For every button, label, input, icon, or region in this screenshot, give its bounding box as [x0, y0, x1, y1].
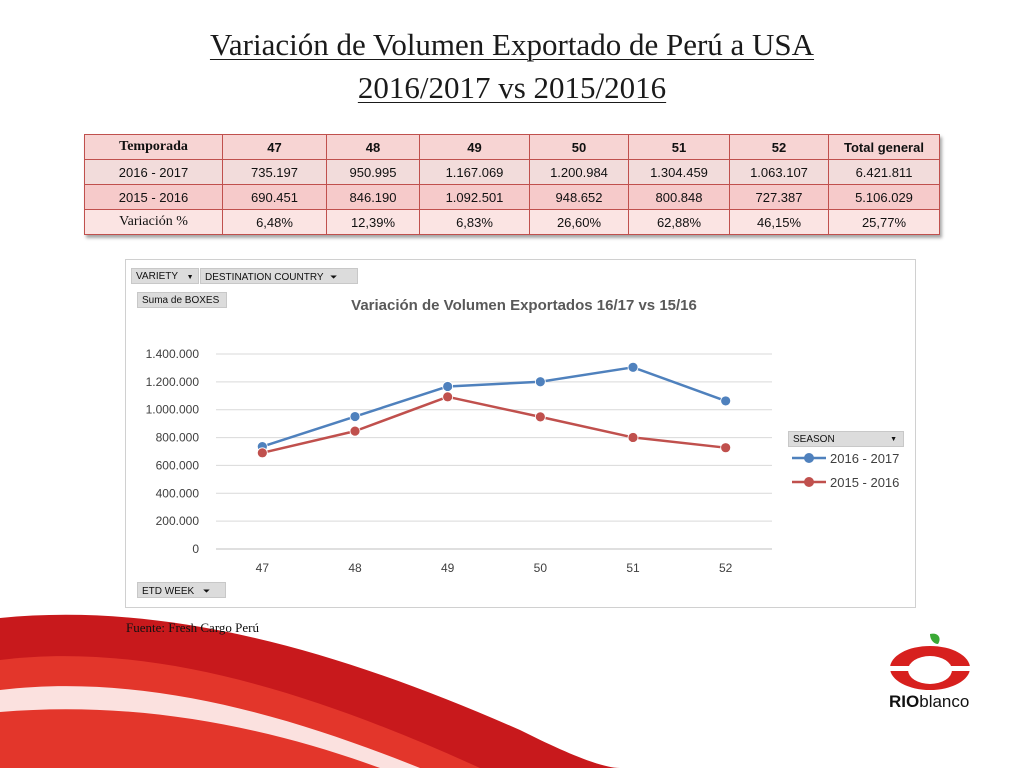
table-header-cell: 49 [419, 134, 530, 160]
series-line-2 [262, 395, 726, 455]
legend-label: 2015 - 2016 [830, 475, 899, 490]
chart-title: Variación de Volumen Exportados 16/17 vs… [351, 297, 697, 314]
table-cell: 6,83% [419, 209, 530, 235]
table-cell: 800.848 [628, 184, 730, 210]
sum-field-button[interactable]: Suma de BOXES [137, 292, 227, 308]
source-footnote: Fuente: Fresh Cargo Perú [126, 620, 259, 635]
variety-filter-label: VARIETY [136, 271, 178, 282]
table-row: Variación % 6,48% 12,39% 6,83% 26,60% 62… [84, 209, 940, 235]
data-point [442, 391, 454, 403]
x-tick-label: 47 [256, 561, 270, 575]
table-cell: 1.304.459 [628, 159, 730, 185]
x-axis-ticks: 47 48 49 50 51 52 [256, 561, 733, 575]
slide-title-line1: Variación de Volumen Exportado de Perú a… [209, 27, 815, 62]
chart-grid [216, 353, 772, 550]
table-cell: 46,15% [729, 209, 829, 235]
legend-label: 2016 - 2017 [830, 451, 899, 466]
table-header-cell: 52 [729, 134, 829, 160]
table-cell: 6.421.811 [828, 159, 940, 185]
table-cell: 1.063.107 [729, 159, 829, 185]
destination-filter-label: DESTINATION COUNTRY [205, 272, 324, 283]
table-cell: 62,88% [628, 209, 730, 235]
table-header-cell: 48 [326, 134, 420, 160]
y-tick-label: 800.000 [156, 431, 200, 445]
table-cell: 727.387 [729, 184, 829, 210]
variety-filter-button[interactable]: VARIETY ▼ [131, 268, 199, 284]
line-chart-svg: Variación de Volumen Exportados 16/17 vs… [146, 297, 900, 575]
y-tick-label: 600.000 [156, 458, 200, 472]
data-point [349, 425, 361, 437]
table-cell: 1.200.984 [529, 159, 629, 185]
series-line-1 [261, 366, 727, 448]
data-point [534, 411, 546, 423]
legend-marker [804, 453, 814, 463]
data-point [442, 381, 454, 392]
table-cell: 1.092.501 [419, 184, 530, 210]
x-tick-label: 49 [441, 561, 455, 575]
etd-week-label: ETD WEEK [142, 586, 195, 597]
table-header-cell: 51 [628, 134, 730, 160]
y-tick-label: 1.000.000 [146, 403, 200, 417]
chart-series [256, 361, 732, 459]
table-cell: 1.167.069 [419, 159, 530, 185]
swoosh-white-band [0, 686, 420, 768]
table-cell: 5.106.029 [828, 184, 940, 210]
table-cell: 12,39% [326, 209, 420, 235]
sum-field-label: Suma de BOXES [142, 295, 220, 306]
legend-marker [804, 477, 814, 487]
dropdown-arrow-icon: ▼ [186, 274, 194, 281]
table-cell: 2016 - 2017 [84, 159, 223, 185]
table-cell: 2015 - 2016 [84, 184, 223, 210]
table-header-cell: 47 [222, 134, 327, 160]
logo-text-bold: RIO [889, 692, 920, 711]
table-cell: 6,48% [222, 209, 327, 235]
logo-text-rest: blanco [919, 692, 970, 711]
destination-filter-button[interactable]: DESTINATION COUNTRY ⏷ [200, 268, 358, 284]
data-point [256, 447, 268, 459]
x-tick-label: 50 [534, 561, 548, 575]
table-cell: 846.190 [326, 184, 420, 210]
y-tick-label: 200.000 [156, 514, 200, 528]
rioblanco-logo-icon [886, 633, 976, 690]
dropdown-arrow-icon: ▼ [890, 436, 897, 443]
data-point [534, 376, 546, 388]
filter-funnel-icon: ⏷ [330, 272, 338, 282]
rioblanco-logo-text: RIOblanco [889, 692, 969, 712]
data-point [349, 411, 361, 422]
y-tick-label: 0 [192, 542, 199, 556]
table-header-cell: Total general [828, 134, 940, 160]
y-tick-label: 1.200.000 [146, 375, 200, 389]
table-cell: 26,60% [529, 209, 629, 235]
data-point [720, 395, 732, 407]
table-row: 2015 - 2016 690.451 846.190 1.092.501 94… [84, 184, 940, 210]
table-header-cell: Temporada [84, 134, 223, 160]
y-tick-label: 400.000 [156, 486, 200, 500]
season-filter-label: SEASON [793, 434, 835, 445]
table-cell: 690.451 [222, 184, 327, 210]
season-filter-button[interactable]: SEASON ▼ [788, 431, 904, 447]
chart-legend: 2016 - 2017 2015 - 2016 [792, 451, 899, 490]
x-tick-label: 48 [348, 561, 362, 575]
table-cell: 735.197 [222, 159, 327, 185]
table-row: 2016 - 2017 735.197 950.995 1.167.069 1.… [84, 159, 940, 185]
data-point [627, 432, 639, 443]
slide-title-line2: 2016/2017 vs 2015/2016 [357, 70, 667, 105]
etd-week-filter-button[interactable]: ETD WEEK ⏷ [137, 582, 226, 598]
y-axis-ticks: 0 200.000 400.000 600.000 800.000 1.000.000 1.… [146, 347, 200, 556]
data-point [720, 442, 732, 454]
y-tick-label: 1.400.000 [146, 347, 200, 361]
summary-table: Temporada 47 48 49 50 51 52 Total genera… [84, 134, 940, 235]
pivot-chart: VARIETY ▼ DESTINATION COUNTRY ⏷ Suma de … [125, 259, 916, 608]
x-tick-label: 52 [719, 561, 733, 575]
table-cell: Variación % [84, 209, 223, 235]
table-header-row: Temporada 47 48 49 50 51 52 Total genera… [84, 134, 940, 160]
table-header-cell: 50 [529, 134, 629, 160]
table-cell: 950.995 [326, 159, 420, 185]
data-point [627, 361, 639, 373]
x-tick-label: 51 [626, 561, 640, 575]
table-cell: 948.652 [529, 184, 629, 210]
filter-funnel-icon: ⏷ [203, 586, 211, 596]
table-cell: 25,77% [828, 209, 940, 235]
